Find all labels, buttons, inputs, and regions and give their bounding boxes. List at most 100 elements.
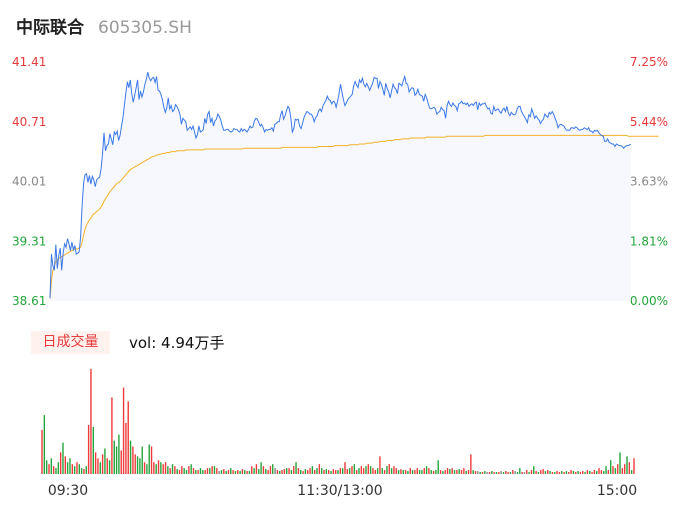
volume-bar (323, 470, 325, 474)
volume-bar (325, 469, 328, 474)
volume-bar (274, 468, 276, 474)
volume-bar (202, 470, 204, 474)
volume-bar (304, 469, 307, 474)
volume-bar (481, 472, 484, 474)
volume-bar (353, 464, 356, 474)
volume-bar (465, 471, 467, 474)
volume-bar (341, 468, 344, 474)
volume-bar (113, 440, 115, 474)
volume-bar (232, 470, 234, 474)
volume-bar (432, 471, 435, 474)
volume-bar (572, 471, 575, 474)
volume-bar (330, 471, 332, 474)
volume-bar (383, 470, 386, 474)
volume-bar (630, 470, 633, 474)
volume-bar (244, 470, 246, 474)
volume-bar (71, 464, 73, 474)
volume-bar (614, 468, 617, 474)
volume-bar (460, 470, 463, 474)
volume-bar (397, 470, 400, 474)
time-axis-label: 15:00 (597, 483, 637, 499)
volume-bar (265, 469, 267, 474)
volume-bar (281, 470, 283, 474)
volume-bar (99, 462, 101, 474)
price-area (50, 72, 631, 302)
volume-bar (190, 464, 192, 474)
volume-bar (505, 471, 507, 474)
pct-tick-label: 7.25% (630, 55, 668, 69)
volume-bar (435, 470, 437, 474)
volume-bar (307, 470, 309, 474)
volume-bar (344, 462, 346, 474)
volume-bar (260, 462, 262, 474)
volume-bar (563, 472, 565, 474)
volume-bar (155, 464, 157, 474)
volume-bar (129, 440, 132, 474)
volume-bar (575, 472, 577, 474)
volume-bar (311, 466, 314, 474)
volume-bar (62, 442, 64, 474)
volume-bar (467, 470, 470, 474)
volume-bar (439, 470, 442, 474)
volume-bar (502, 472, 505, 474)
volume-bar (181, 466, 183, 474)
volume-bar (453, 470, 456, 474)
volume-bar (449, 469, 451, 474)
volume-bar (346, 469, 349, 474)
volume-tab[interactable]: 日成交量 (31, 331, 110, 354)
volume-bar (122, 387, 125, 474)
volume-bar (146, 464, 148, 474)
volume-bar (362, 468, 365, 474)
volume-bar (213, 466, 216, 474)
volume-bar (470, 454, 472, 474)
volume-bar (603, 471, 605, 474)
time-axis-label: 09:30 (48, 483, 88, 499)
volume-bar (400, 469, 402, 474)
volume-bar (348, 468, 351, 474)
volume-bar (157, 460, 160, 474)
volume-bar (320, 468, 323, 474)
volume-bar (127, 401, 129, 474)
price-tick-label: 40.71 (12, 115, 46, 129)
volume-bar (197, 470, 199, 474)
volume-bar (446, 468, 449, 474)
volume-bar (535, 471, 537, 474)
volume-bar (50, 458, 53, 474)
price-tick-label: 40.01 (12, 175, 46, 189)
volume-bar (220, 470, 223, 474)
volume-bar (558, 472, 561, 474)
volume-bar (316, 468, 318, 474)
volume-bar (162, 464, 164, 474)
volume-bar (55, 468, 57, 474)
volume-bar (327, 470, 330, 474)
volume-bar (390, 468, 393, 474)
volume-bar (52, 466, 55, 474)
volume-bar (76, 462, 78, 474)
volume-bar (283, 469, 286, 474)
volume-bar (111, 397, 113, 474)
volume-bar (479, 472, 481, 474)
volume-bar (521, 472, 523, 474)
volume-bar (584, 472, 586, 474)
volume-bar (533, 466, 535, 474)
volume-bar (337, 470, 339, 474)
volume-bar (593, 470, 596, 474)
volume-bar (607, 470, 610, 474)
volume-bar (556, 471, 558, 474)
volume-bar (598, 468, 600, 474)
volume-bar (262, 466, 265, 474)
volume-bar (206, 468, 209, 474)
volume-bar (125, 422, 127, 474)
pct-tick-label: 1.81% (630, 234, 668, 248)
volume-bar (178, 470, 181, 474)
volume-bar (148, 444, 150, 474)
volume-bar (600, 470, 603, 474)
volume-bar (141, 446, 143, 474)
volume-bar (83, 469, 85, 474)
volume-bar (386, 466, 388, 474)
volume-bar (108, 460, 111, 474)
volume-bar (358, 468, 360, 474)
volume-bar (169, 468, 171, 474)
pct-tick-label: 0.00% (630, 294, 668, 308)
